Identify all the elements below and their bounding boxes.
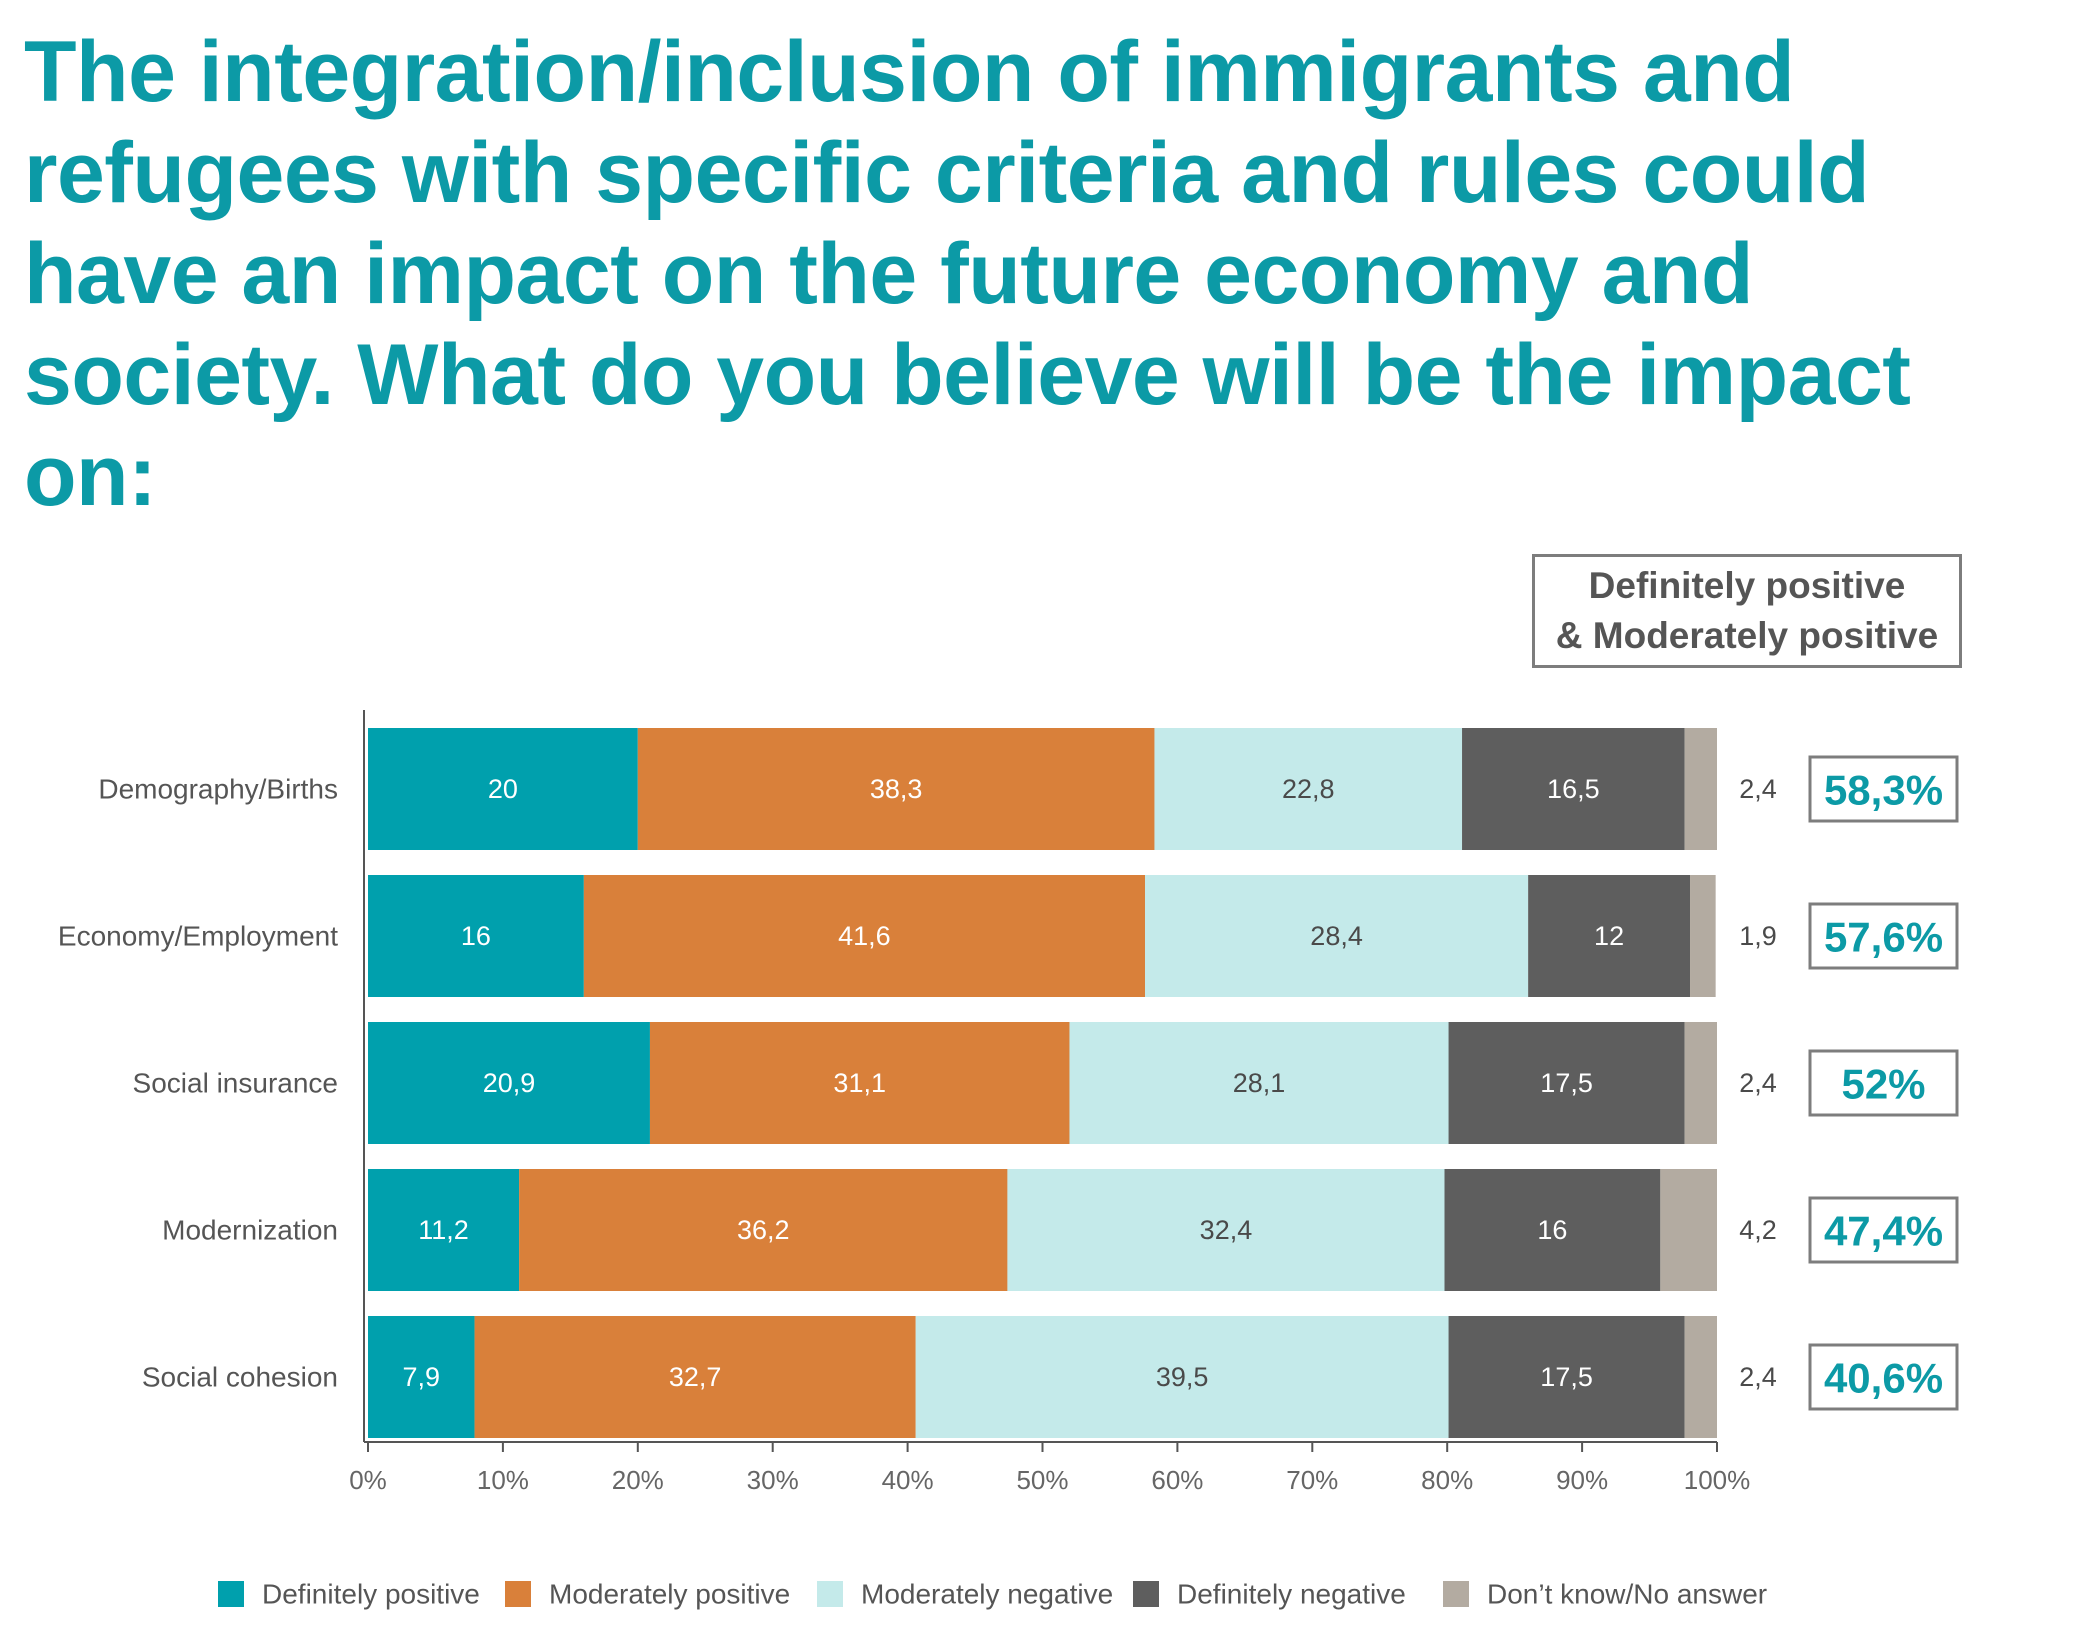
x-tick-label: 50% — [1016, 1465, 1068, 1495]
bar-segment — [1660, 1169, 1717, 1291]
legend-label: Definitely negative — [1177, 1579, 1406, 1610]
positive-total-value: 40,6% — [1824, 1355, 1943, 1402]
bar-segment — [637, 728, 1155, 850]
legend-swatch — [505, 1581, 531, 1607]
legend-swatch — [817, 1581, 843, 1607]
bar-segment — [519, 1169, 1008, 1291]
data-label: 4,2 — [1739, 1215, 1777, 1245]
legend-label: Moderately negative — [861, 1579, 1113, 1610]
data-label: 1,9 — [1739, 921, 1777, 951]
bar-segment — [368, 1316, 475, 1438]
data-label: 28,1 — [1233, 1068, 1286, 1098]
data-label: 2,4 — [1739, 1068, 1777, 1098]
bar-segment — [1007, 1169, 1445, 1291]
bar-segment — [1444, 1169, 1661, 1291]
data-label: 11,2 — [418, 1215, 469, 1245]
bar-segment — [1684, 1316, 1717, 1438]
bar-segment — [1462, 728, 1685, 850]
category-label: Modernization — [162, 1215, 338, 1246]
data-label: 16 — [1537, 1215, 1567, 1245]
bar-segment — [368, 728, 638, 850]
x-tick-label: 10% — [477, 1465, 529, 1495]
data-label: 7,9 — [403, 1362, 441, 1392]
positive-total-box — [1808, 755, 1959, 823]
bar-segment — [583, 875, 1146, 997]
x-tick-label: 30% — [747, 1465, 799, 1495]
category-label: Social insurance — [133, 1068, 338, 1099]
positive-total-box — [1808, 1196, 1959, 1264]
data-label: 16 — [461, 921, 491, 951]
positive-total-value: 52% — [1841, 1061, 1925, 1108]
bars-layer — [368, 728, 1717, 1438]
data-label: 39,5 — [1156, 1362, 1209, 1392]
data-label: 12 — [1594, 921, 1624, 951]
bar-segment — [1145, 875, 1529, 997]
category-label: Demography/Births — [98, 774, 338, 805]
bar-segment — [1448, 1316, 1685, 1438]
data-label: 20,9 — [483, 1068, 536, 1098]
x-tick-label: 70% — [1286, 1465, 1338, 1495]
category-label: Economy/Employment — [58, 921, 338, 952]
bar-segment — [1684, 1022, 1717, 1144]
data-label: 22,8 — [1282, 774, 1335, 804]
bar-segment — [1069, 1022, 1449, 1144]
data-label: 36,2 — [737, 1215, 790, 1245]
data-label: 16,5 — [1547, 774, 1600, 804]
positive-total-header-line2: & Moderately positive — [1555, 615, 1939, 656]
bar-segment — [915, 1316, 1449, 1438]
positive-total-box — [1808, 1049, 1959, 1117]
bar-segment — [368, 1169, 520, 1291]
data-label: 17,5 — [1540, 1362, 1593, 1392]
x-tick-label: 90% — [1556, 1465, 1608, 1495]
data-label: 28,4 — [1310, 921, 1363, 951]
bar-segment — [368, 875, 584, 997]
positive-total-value: 47,4% — [1824, 1208, 1943, 1255]
data-label: 2,4 — [1739, 774, 1777, 804]
labels-layer: Demography/Births 20 38,3 22,8 16,5 2,4 58,3% E… — [58, 755, 1959, 1411]
bar-segment — [1684, 728, 1717, 850]
legend-swatch — [1443, 1581, 1469, 1607]
x-tick-label: 100% — [1684, 1465, 1751, 1495]
chart-title: The integration/inclusion of immigrants … — [24, 24, 1911, 524]
data-label: 41,6 — [838, 921, 891, 951]
legend-layer: Definitely positive Moderately positive Mo… — [218, 1579, 1767, 1610]
bar-segment — [474, 1316, 916, 1438]
data-label: 31,1 — [833, 1068, 886, 1098]
bar-segment — [1528, 875, 1691, 997]
data-label: 32,4 — [1200, 1215, 1253, 1245]
legend-label: Moderately positive — [549, 1579, 790, 1610]
positive-total-value: 58,3% — [1824, 767, 1943, 814]
data-label: 17,5 — [1540, 1068, 1593, 1098]
bar-segment — [649, 1022, 1070, 1144]
legend-label: Don’t know/No answer — [1487, 1579, 1767, 1610]
positive-total-header-line1: Definitely positive — [1588, 565, 1906, 606]
data-label: 38,3 — [870, 774, 923, 804]
positive-total-header: Definitely positive & Moderately positiv… — [1532, 554, 1962, 668]
data-label: 20 — [488, 774, 518, 804]
x-tick-label: 20% — [612, 1465, 664, 1495]
bar-segment — [1690, 875, 1716, 997]
legend-label: Definitely positive — [262, 1579, 480, 1610]
bar-segment — [1448, 1022, 1685, 1144]
bar-segment — [1154, 728, 1463, 850]
x-tick-label: 40% — [882, 1465, 934, 1495]
x-tick-label: 0% — [349, 1465, 387, 1495]
x-tick-label: 60% — [1151, 1465, 1203, 1495]
axis-layer: 0% 10% 20% 30% 40% 50% 60% 70% 80% 90% 100% — [349, 710, 1750, 1495]
bar-segment — [368, 1022, 650, 1144]
x-tick-label: 80% — [1421, 1465, 1473, 1495]
category-label: Social cohesion — [142, 1362, 338, 1393]
legend-swatch — [218, 1581, 244, 1607]
positive-total-box — [1808, 902, 1959, 970]
data-label: 32,7 — [669, 1362, 722, 1392]
data-label: 2,4 — [1739, 1362, 1777, 1392]
positive-total-value: 57,6% — [1824, 914, 1943, 961]
legend-swatch — [1133, 1581, 1159, 1607]
positive-total-box — [1808, 1343, 1959, 1411]
